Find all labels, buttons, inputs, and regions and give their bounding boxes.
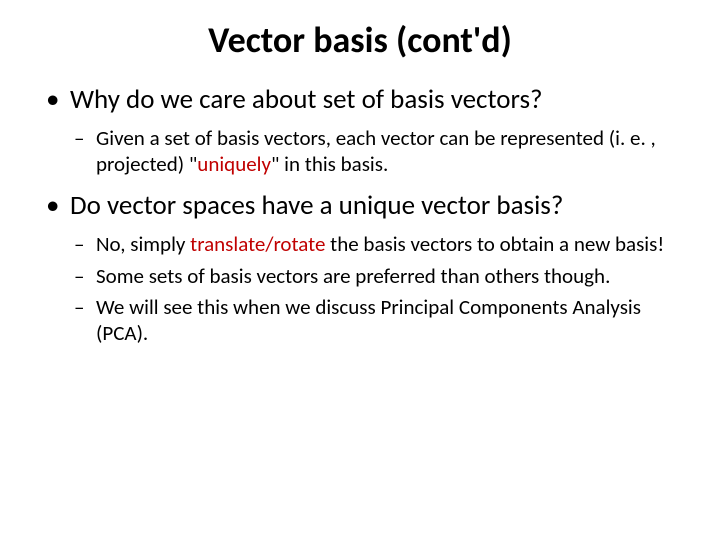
bullet-item: Why do we care about set of basis vector… — [40, 84, 680, 178]
sub-bullet-pre: Some sets of basis vectors are preferred… — [96, 263, 610, 289]
bullet-text: Do vector spaces have a unique vector ba… — [70, 189, 563, 222]
bullet-item: Do vector spaces have a unique vector ba… — [40, 190, 680, 347]
sub-bullet-list: No, simply translate/rotate the basis ve… — [70, 232, 680, 346]
bullet-text: Why do we care about set of basis vector… — [70, 83, 543, 116]
sub-bullet-post: " in this basis. — [271, 151, 388, 177]
slide: Vector basis (cont'd) Why do we care abo… — [0, 0, 720, 540]
sub-bullet-post: the basis vectors to obtain a new basis! — [325, 231, 664, 257]
sub-bullet-accent: translate/rotate — [190, 231, 325, 257]
sub-bullet-item: Some sets of basis vectors are preferred… — [70, 264, 680, 290]
sub-bullet-pre: No, simply — [96, 231, 190, 257]
bullet-list: Why do we care about set of basis vector… — [40, 84, 680, 346]
sub-bullet-item: Given a set of basis vectors, each vecto… — [70, 126, 680, 177]
sub-bullet-item: No, simply translate/rotate the basis ve… — [70, 232, 680, 258]
slide-title: Vector basis (cont'd) — [40, 18, 680, 62]
sub-bullet-list: Given a set of basis vectors, each vecto… — [70, 126, 680, 177]
sub-bullet-accent: uniquely — [197, 151, 271, 177]
sub-bullet-item: We will see this when we discuss Princip… — [70, 295, 680, 346]
sub-bullet-pre: We will see this when we discuss Princip… — [96, 294, 641, 346]
